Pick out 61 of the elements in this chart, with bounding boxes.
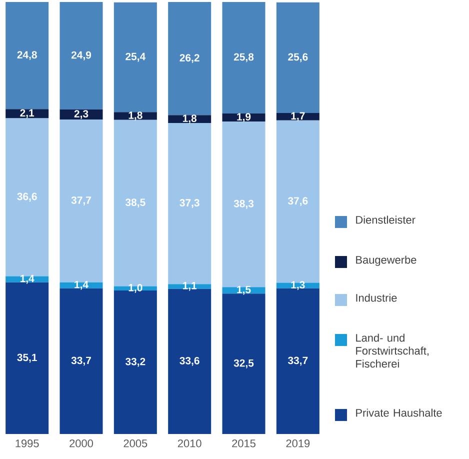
- data-label: 38,3: [234, 200, 254, 209]
- data-label: 26,2: [180, 54, 200, 64]
- bar: [6, 282, 49, 434]
- bar: [6, 118, 49, 276]
- bar: [168, 284, 212, 289]
- data-label: 24,9: [71, 51, 92, 60]
- bar: [168, 2, 212, 116]
- bar: [222, 122, 266, 288]
- data-label: 1,9: [237, 113, 251, 122]
- legend-label: Industrie: [356, 294, 397, 302]
- data-label: 33,2: [125, 358, 146, 367]
- data-label: 1,1: [182, 282, 197, 291]
- data-label: 37,7: [71, 196, 91, 206]
- bar: [60, 288, 103, 434]
- bar: [114, 286, 157, 291]
- x-tick-label: 2000: [70, 440, 93, 448]
- bar: [276, 288, 320, 434]
- data-label: 32,5: [234, 359, 254, 368]
- data-label: 25,4: [126, 52, 146, 62]
- data-label: 33,7: [288, 356, 308, 366]
- legend-label: Dienstleister: [356, 216, 416, 224]
- legend-label: Private Haushalte: [356, 408, 442, 417]
- data-label: 33,6: [180, 356, 200, 366]
- bar: [60, 2, 103, 110]
- bar: [168, 115, 212, 123]
- legend-label: Land- und Forstwirtschaft, Fischerei: [356, 334, 429, 368]
- bar: [276, 113, 320, 120]
- bar: [60, 119, 103, 282]
- data-label: 25,8: [234, 53, 254, 62]
- data-label: 33,7: [71, 356, 91, 366]
- bar: [6, 2, 49, 110]
- data-label: 36,6: [17, 192, 37, 202]
- x-tick-label: 2010: [178, 440, 202, 448]
- data-label: 1,0: [128, 284, 142, 293]
- bar: [222, 294, 266, 434]
- bar: [276, 120, 320, 283]
- data-label: 24,8: [17, 51, 37, 60]
- data-label: 38,5: [125, 198, 146, 208]
- x-tick-label: 2015: [232, 440, 256, 448]
- bar: [114, 2, 157, 112]
- data-label: 1,4: [74, 280, 88, 290]
- x-tick-label: 2019: [286, 440, 310, 448]
- data-label: 1,5: [237, 286, 251, 295]
- legend-label: Baugewerbe: [356, 256, 416, 266]
- data-label: 35,1: [17, 354, 37, 363]
- data-label: 37,6: [288, 197, 308, 206]
- data-label: 1,4: [20, 274, 34, 284]
- bar: [276, 2, 320, 114]
- data-label: 37,3: [180, 199, 200, 208]
- bar: [60, 110, 103, 120]
- data-label: 2,3: [74, 110, 88, 119]
- x-tick-label: 2005: [124, 440, 148, 448]
- data-label: 1,7: [291, 112, 305, 122]
- data-label: 2,1: [20, 109, 34, 118]
- data-label: 25,6: [288, 53, 308, 62]
- bar: [222, 2, 266, 114]
- x-tick-label: 1995: [16, 440, 39, 448]
- data-label: 1,8: [128, 112, 142, 120]
- data-label: 1,8: [182, 114, 197, 124]
- bar: [114, 112, 157, 120]
- data-label: 1,3: [291, 281, 305, 290]
